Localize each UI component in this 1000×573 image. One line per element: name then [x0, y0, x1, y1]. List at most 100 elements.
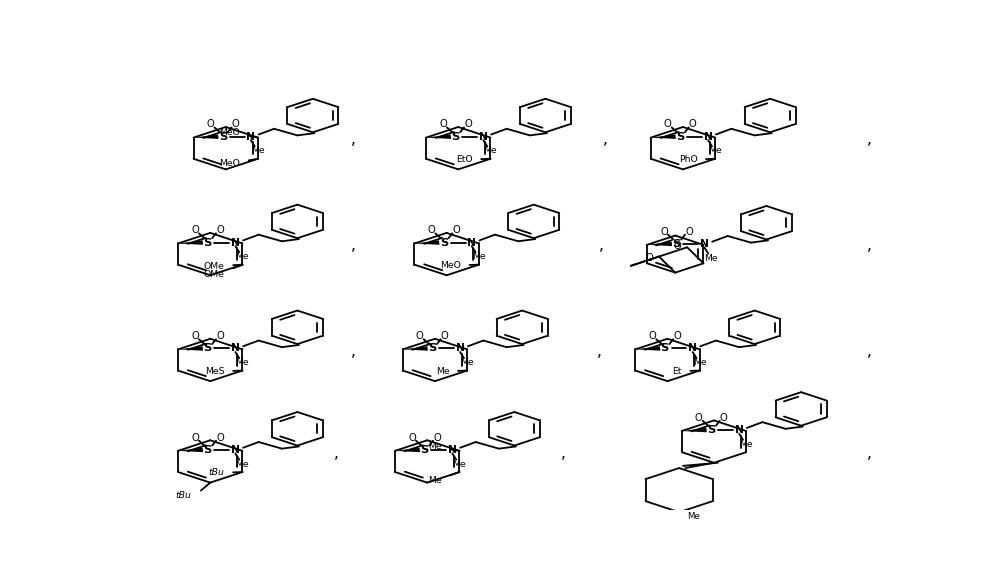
Text: MeO: MeO: [440, 261, 461, 270]
Text: O: O: [191, 225, 199, 236]
Text: O: O: [191, 433, 199, 442]
Text: ,: ,: [333, 446, 338, 461]
Text: MeO: MeO: [219, 159, 240, 168]
Text: Me: Me: [428, 476, 442, 485]
Text: S: S: [707, 425, 715, 435]
Text: Me: Me: [739, 439, 753, 449]
Text: N: N: [246, 132, 255, 142]
Text: N: N: [456, 343, 465, 354]
Text: Me: Me: [236, 358, 249, 367]
Polygon shape: [426, 135, 451, 139]
Text: O: O: [441, 331, 449, 341]
Text: O: O: [720, 413, 728, 423]
Text: O: O: [689, 119, 697, 129]
Text: S: S: [661, 343, 669, 354]
Polygon shape: [682, 428, 707, 432]
Polygon shape: [414, 241, 439, 245]
Text: N: N: [231, 343, 240, 354]
Text: N: N: [704, 132, 713, 142]
Text: S: S: [440, 238, 448, 248]
Text: ,: ,: [867, 344, 871, 359]
Text: Me: Me: [251, 146, 265, 155]
Text: ,: ,: [351, 344, 356, 359]
Text: N: N: [700, 239, 709, 249]
Text: O: O: [216, 331, 224, 341]
Text: ,: ,: [351, 132, 356, 147]
Text: S: S: [451, 132, 460, 142]
Text: S: S: [203, 343, 212, 354]
Text: O: O: [216, 225, 224, 236]
Text: O: O: [695, 413, 703, 423]
Text: O: O: [646, 253, 654, 263]
Text: Me: Me: [428, 442, 442, 451]
Text: ,: ,: [599, 238, 604, 253]
Text: N: N: [448, 445, 457, 455]
Text: N: N: [479, 132, 488, 142]
Text: ,: ,: [867, 238, 871, 253]
Text: S: S: [428, 343, 436, 354]
Text: S: S: [672, 239, 681, 249]
Text: O: O: [685, 226, 693, 237]
Text: ,: ,: [597, 344, 602, 359]
Text: O: O: [664, 119, 672, 129]
Text: Me: Me: [687, 512, 700, 521]
Text: ,: ,: [351, 238, 356, 253]
Text: O: O: [660, 226, 668, 237]
Text: S: S: [676, 132, 684, 142]
Polygon shape: [178, 448, 203, 452]
Text: O: O: [216, 433, 224, 442]
Text: O: O: [416, 331, 424, 341]
Text: MeO: MeO: [219, 128, 240, 137]
Text: EtO: EtO: [456, 155, 473, 164]
Text: ,: ,: [867, 132, 871, 147]
Text: N: N: [467, 238, 476, 248]
Text: Me: Me: [693, 358, 706, 367]
Text: ,: ,: [560, 446, 565, 461]
Polygon shape: [194, 135, 219, 139]
Text: S: S: [203, 238, 212, 248]
Text: Me: Me: [708, 146, 722, 155]
Text: N: N: [231, 238, 240, 248]
Text: OMe: OMe: [204, 270, 225, 279]
Text: Me: Me: [453, 460, 466, 469]
Text: O: O: [408, 433, 416, 442]
Polygon shape: [651, 135, 676, 139]
Text: Me: Me: [472, 252, 486, 261]
Text: O: O: [464, 119, 472, 129]
Text: PhO: PhO: [679, 155, 697, 164]
Polygon shape: [395, 448, 420, 452]
Polygon shape: [403, 346, 428, 351]
Text: S: S: [219, 132, 227, 142]
Text: O: O: [428, 225, 435, 236]
Text: Me: Me: [436, 367, 449, 376]
Text: O: O: [207, 119, 214, 129]
Text: O: O: [674, 241, 682, 251]
Text: MeS: MeS: [205, 367, 225, 376]
Text: O: O: [648, 331, 656, 341]
Text: N: N: [735, 425, 744, 435]
Polygon shape: [635, 346, 660, 351]
Text: ,: ,: [603, 132, 608, 147]
Text: O: O: [439, 119, 447, 129]
Text: OMe: OMe: [204, 261, 225, 270]
Text: N: N: [231, 445, 240, 455]
Text: Me: Me: [705, 253, 718, 262]
Text: Me: Me: [236, 460, 249, 469]
Text: S: S: [420, 445, 429, 455]
Text: Me: Me: [460, 358, 474, 367]
Text: O: O: [452, 225, 460, 236]
Text: O: O: [433, 433, 441, 442]
Polygon shape: [178, 241, 203, 245]
Text: tBu: tBu: [209, 468, 225, 477]
Text: N: N: [688, 343, 697, 354]
Text: Me: Me: [236, 252, 249, 261]
Text: tBu: tBu: [175, 492, 191, 500]
Text: ,: ,: [867, 446, 871, 461]
Text: O: O: [191, 331, 199, 341]
Text: S: S: [203, 445, 212, 455]
Text: Et: Et: [673, 367, 682, 376]
Text: O: O: [232, 119, 239, 129]
Text: Me: Me: [484, 146, 497, 155]
Polygon shape: [647, 242, 672, 246]
Polygon shape: [178, 346, 203, 351]
